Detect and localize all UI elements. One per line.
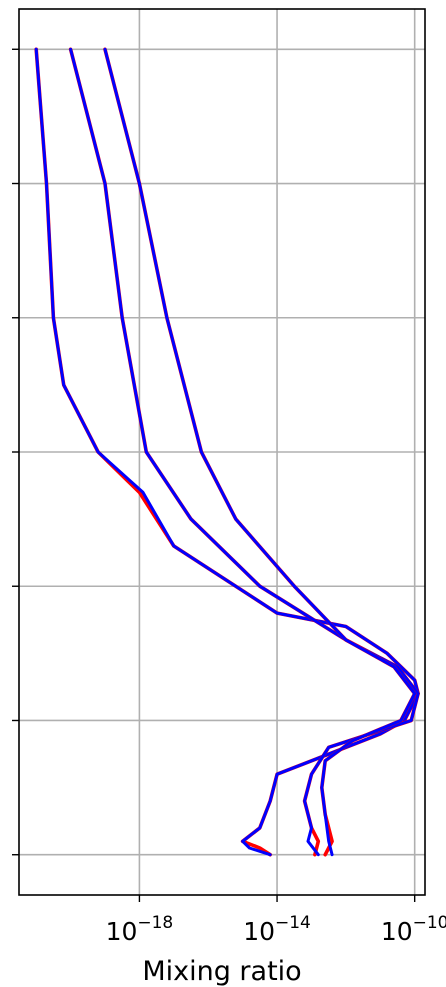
series-lines (34, 47, 420, 857)
x-axis-label: Mixing ratio (142, 956, 301, 987)
blue-series-line (69, 47, 420, 857)
blue-series-line (103, 47, 417, 857)
axis-ticks: 10−18 10−14 10−10 (12, 48, 446, 946)
x-tick-label: 10−18 (106, 913, 174, 946)
x-tick-label: 10−10 (381, 913, 446, 946)
x-tick-label: 10−14 (243, 913, 311, 946)
grid-lines (19, 9, 425, 895)
blue-series-line (34, 47, 420, 857)
